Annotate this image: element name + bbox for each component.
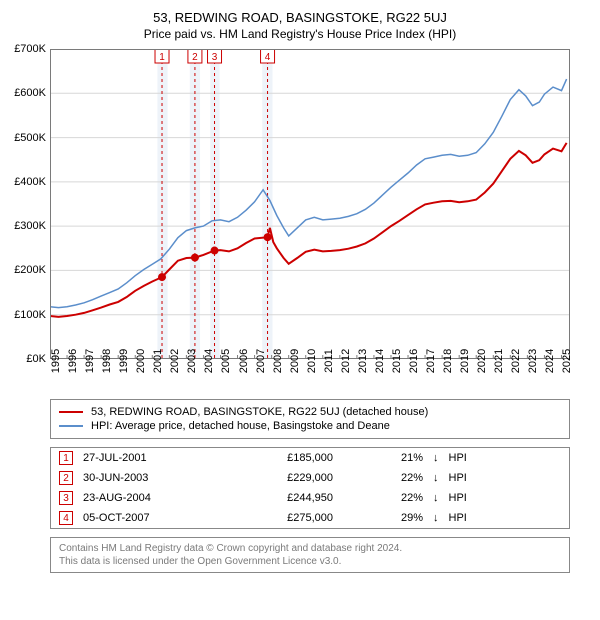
sale-pct: 22%: [343, 492, 423, 504]
x-tick-label: 2003: [186, 349, 198, 373]
price-chart: 1 2 3 4: [50, 49, 570, 359]
sale-date: 23-AUG-2004: [83, 492, 213, 504]
y-tick-label: £500K: [14, 132, 46, 144]
legend-swatch: [59, 411, 83, 413]
sales-table: 1 27-JUL-2001 £185,000 21% ↓ HPI 2 30-JUN-2003 £…: [50, 447, 570, 529]
legend-row: 53, REDWING ROAD, BASINGSTOKE, RG22 5UJ …: [59, 406, 561, 418]
table-row: 2 30-JUN-2003 £229,000 22% ↓ HPI: [51, 468, 569, 488]
x-tick-label: 2023: [527, 349, 539, 373]
x-tick-label: 2020: [476, 349, 488, 373]
page-title: 53, REDWING ROAD, BASINGSTOKE, RG22 5UJ: [8, 10, 592, 25]
y-tick-label: £400K: [14, 176, 46, 188]
sale-compare-label: HPI: [449, 492, 467, 504]
table-row: 4 05-OCT-2007 £275,000 29% ↓ HPI: [51, 508, 569, 528]
sale-marker: 2: [59, 471, 73, 485]
sale-date: 27-JUL-2001: [83, 452, 213, 464]
x-tick-label: 2005: [220, 349, 232, 373]
sale-price: £185,000: [223, 452, 333, 464]
footer-line-2: This data is licensed under the Open Gov…: [59, 555, 561, 568]
sale-price: £229,000: [223, 472, 333, 484]
x-tick-label: 2024: [544, 349, 556, 373]
x-tick-label: 1996: [67, 349, 79, 373]
table-row: 3 23-AUG-2004 £244,950 22% ↓ HPI: [51, 488, 569, 508]
sale-pct: 21%: [343, 452, 423, 464]
footer-attribution: Contains HM Land Registry data © Crown c…: [50, 537, 570, 573]
svg-text:2: 2: [192, 52, 198, 63]
y-tick-label: £100K: [14, 309, 46, 321]
x-tick-label: 2013: [357, 349, 369, 373]
y-axis-labels: £0K£100K£200K£300K£400K£500K£600K£700K: [8, 49, 48, 359]
x-tick-label: 2004: [203, 349, 215, 373]
legend-label: HPI: Average price, detached house, Basi…: [91, 420, 390, 432]
sale-date: 30-JUN-2003: [83, 472, 213, 484]
x-tick-label: 1999: [118, 349, 130, 373]
y-tick-label: £600K: [14, 87, 46, 99]
x-tick-label: 2021: [493, 349, 505, 373]
x-tick-label: 2000: [135, 349, 147, 373]
table-row: 1 27-JUL-2001 £185,000 21% ↓ HPI: [51, 448, 569, 468]
page-subtitle: Price paid vs. HM Land Registry's House …: [8, 27, 592, 41]
x-tick-label: 2015: [391, 349, 403, 373]
y-tick-label: £200K: [14, 264, 46, 276]
x-tick-label: 1998: [101, 349, 113, 373]
x-tick-label: 2014: [374, 349, 386, 373]
x-tick-label: 2011: [323, 349, 335, 373]
x-tick-label: 2019: [459, 349, 471, 373]
x-tick-label: 2006: [238, 349, 250, 373]
x-tick-label: 2009: [289, 349, 301, 373]
y-tick-label: £700K: [14, 43, 46, 55]
sale-price: £244,950: [223, 492, 333, 504]
x-tick-label: 2017: [425, 349, 437, 373]
arrow-down-icon: ↓: [433, 452, 439, 464]
x-tick-label: 2025: [561, 349, 573, 373]
x-tick-label: 2018: [442, 349, 454, 373]
x-tick-label: 2010: [306, 349, 318, 373]
sale-price: £275,000: [223, 512, 333, 524]
x-tick-label: 2002: [169, 349, 181, 373]
x-tick-label: 2007: [255, 349, 267, 373]
x-tick-label: 2022: [510, 349, 522, 373]
x-tick-label: 1995: [50, 349, 62, 373]
legend: 53, REDWING ROAD, BASINGSTOKE, RG22 5UJ …: [50, 399, 570, 439]
y-tick-label: £300K: [14, 220, 46, 232]
chart-area: £0K£100K£200K£300K£400K£500K£600K£700K 1…: [50, 49, 592, 359]
sale-compare-label: HPI: [449, 452, 467, 464]
sale-pct: 22%: [343, 472, 423, 484]
footer-line-1: Contains HM Land Registry data © Crown c…: [59, 542, 561, 555]
arrow-down-icon: ↓: [433, 492, 439, 504]
legend-label: 53, REDWING ROAD, BASINGSTOKE, RG22 5UJ …: [91, 406, 428, 418]
x-axis-labels: 1995199619971998199920002001200220032004…: [50, 359, 570, 393]
sale-date: 05-OCT-2007: [83, 512, 213, 524]
x-tick-label: 2008: [272, 349, 284, 373]
x-tick-label: 2016: [408, 349, 420, 373]
x-tick-label: 1997: [84, 349, 96, 373]
sale-compare-label: HPI: [449, 512, 467, 524]
x-tick-label: 2012: [340, 349, 352, 373]
sale-marker: 3: [59, 491, 73, 505]
x-tick-label: 2001: [152, 349, 164, 373]
legend-row: HPI: Average price, detached house, Basi…: [59, 420, 561, 432]
sale-pct: 29%: [343, 512, 423, 524]
arrow-down-icon: ↓: [433, 472, 439, 484]
svg-text:1: 1: [159, 52, 165, 63]
svg-text:4: 4: [265, 52, 271, 63]
legend-swatch: [59, 425, 83, 427]
sale-marker: 1: [59, 451, 73, 465]
sale-compare-label: HPI: [449, 472, 467, 484]
svg-text:3: 3: [212, 52, 218, 63]
sale-marker: 4: [59, 511, 73, 525]
arrow-down-icon: ↓: [433, 512, 439, 524]
y-tick-label: £0K: [26, 353, 46, 365]
